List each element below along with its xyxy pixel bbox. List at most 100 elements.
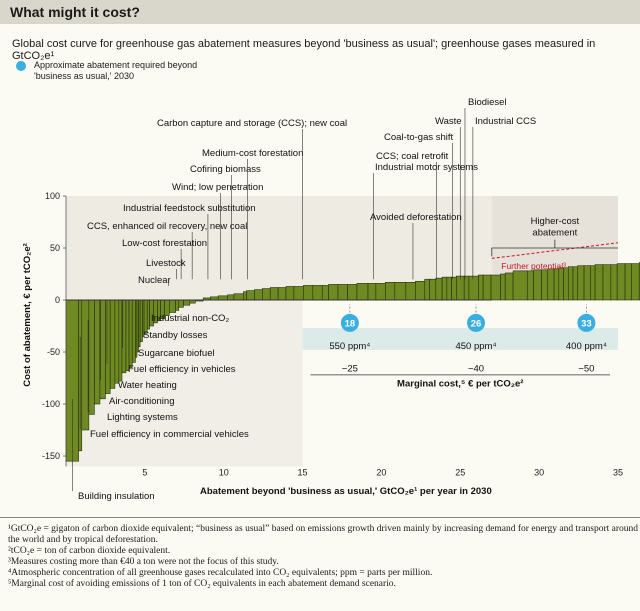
cost-bar bbox=[254, 289, 263, 301]
scenario-cost-value: −25 bbox=[342, 364, 358, 375]
cost-bar bbox=[415, 280, 426, 301]
cost-bar bbox=[616, 263, 626, 301]
cost-bar bbox=[337, 284, 348, 301]
footnote-3: ³Measures costing more than €40 a ton we… bbox=[8, 557, 279, 567]
cost-bar bbox=[94, 299, 101, 405]
cost-bar bbox=[577, 265, 585, 301]
cost-bar bbox=[131, 299, 136, 363]
cost-curve-chart: 100 50 0 -50 -100 -150 5 10 15 20 25 30 35 Abatement … bbox=[22, 97, 640, 502]
annotation-label: Medium-cost forestation bbox=[202, 148, 303, 159]
marginal-cost-label: Marginal cost,⁵ € per tCO₂e² bbox=[397, 378, 523, 389]
cost-bar bbox=[375, 283, 386, 301]
cost-bar bbox=[128, 299, 133, 368]
cost-bar bbox=[105, 299, 111, 394]
cost-bar bbox=[624, 263, 632, 301]
y-tick-label: -50 bbox=[47, 347, 60, 357]
y-tick-label: -150 bbox=[42, 451, 60, 461]
cost-bar bbox=[143, 299, 148, 334]
x-tick-label: 30 bbox=[534, 467, 544, 477]
marginal-cost-panel bbox=[302, 328, 618, 350]
annotation-label: CCS, enhanced oil recovery, new coal bbox=[87, 221, 247, 232]
annotation-label: Industrial non-CO₂ bbox=[151, 313, 229, 324]
cost-bar bbox=[451, 276, 457, 301]
cost-bar bbox=[610, 264, 618, 301]
cost-bar bbox=[405, 282, 416, 301]
cost-bar bbox=[435, 277, 443, 301]
y-tick-label: 100 bbox=[45, 191, 60, 201]
scenario-ppm-label: 550 ppm⁴ bbox=[329, 341, 370, 352]
annotation-label: Fuel efficiency in vehicles bbox=[128, 364, 236, 375]
cost-bar bbox=[88, 299, 95, 415]
scenario-cost-value: −40 bbox=[468, 364, 484, 375]
annotation-label: Lighting systems bbox=[107, 412, 178, 423]
footnote-5: ⁵Marginal cost of avoiding emissions of … bbox=[8, 579, 396, 589]
higher-cost-label-line: Higher-cost bbox=[531, 216, 580, 227]
footnotes: ¹GtCO₂e = gigaton of carbon dioxide equi… bbox=[0, 517, 640, 590]
scenario-marker-value: 33 bbox=[581, 318, 592, 329]
x-tick-label: 20 bbox=[376, 467, 386, 477]
cost-bar bbox=[312, 285, 323, 301]
cost-bar bbox=[490, 274, 501, 301]
y-tick-label: 50 bbox=[50, 243, 60, 253]
cost-bar bbox=[293, 286, 304, 301]
x-tick-label: 5 bbox=[142, 467, 147, 477]
y-tick-label: -100 bbox=[42, 399, 60, 409]
annotation-label: Coal-to-gas shift bbox=[384, 132, 454, 143]
cost-bar bbox=[541, 269, 549, 301]
cost-bar bbox=[114, 299, 120, 384]
higher-cost-bracket bbox=[491, 247, 618, 257]
cost-bar bbox=[394, 282, 407, 301]
annotation-label: Building insulation bbox=[78, 491, 155, 502]
higher-cost-label-line: abatement bbox=[532, 228, 577, 239]
cost-bar bbox=[468, 275, 479, 301]
cost-bar bbox=[533, 269, 542, 301]
scenario-marker-value: 26 bbox=[471, 318, 482, 329]
cost-bar bbox=[385, 282, 396, 301]
cost-bar bbox=[356, 283, 369, 301]
cost-bar bbox=[321, 285, 329, 301]
cost-bar bbox=[269, 287, 279, 301]
cost-bar bbox=[482, 274, 492, 301]
cost-bar bbox=[233, 293, 244, 301]
annotation-label: Fuel efficiency in commercial vehicles bbox=[90, 429, 249, 440]
x-tick-label: 15 bbox=[298, 467, 308, 477]
cost-bar bbox=[463, 275, 470, 301]
cost-bar bbox=[262, 288, 271, 301]
cost-bar bbox=[424, 278, 430, 301]
x-axis-label: Abatement beyond 'business as usual,' Gt… bbox=[200, 486, 492, 497]
annotation-label: Cofiring biomass bbox=[190, 164, 261, 175]
cost-bar bbox=[285, 286, 295, 301]
annotation-label: Livestock bbox=[146, 258, 186, 269]
annotation-label: Water heating bbox=[118, 380, 177, 391]
cost-bar bbox=[168, 299, 176, 313]
cost-bar bbox=[512, 270, 528, 301]
annotation-label: Nuclear bbox=[138, 275, 171, 286]
cost-bar bbox=[118, 299, 123, 382]
annotation-label: Standby losses bbox=[143, 330, 208, 341]
cost-bar bbox=[347, 284, 358, 301]
further-potential-label: Further potential³ bbox=[501, 261, 566, 271]
cost-bar bbox=[563, 267, 569, 301]
cost-bar bbox=[446, 276, 452, 301]
scenario-marker-icon bbox=[340, 313, 359, 332]
cost-bar bbox=[567, 266, 574, 301]
cost-bar bbox=[367, 283, 377, 301]
annotation-label: Sugarcane biofuel bbox=[138, 348, 215, 359]
title-bar: What might it cost? bbox=[0, 0, 640, 24]
cost-bar bbox=[504, 272, 514, 301]
legend-marker-icon bbox=[16, 61, 26, 71]
cost-bar bbox=[175, 299, 180, 311]
cost-bar bbox=[183, 299, 191, 306]
cost-bar bbox=[125, 299, 130, 372]
cost-bar bbox=[594, 264, 604, 301]
scenario-marker-icon bbox=[577, 313, 596, 332]
annotation-label: CCS; coal retrofit bbox=[376, 151, 449, 162]
cost-bar bbox=[456, 275, 465, 301]
cost-bar bbox=[146, 299, 150, 330]
annotation-label: Industrial feedstock substitution bbox=[123, 203, 256, 214]
cost-bar bbox=[441, 276, 448, 301]
cost-bar bbox=[558, 267, 564, 301]
scenario-ppm-label: 450 ppm⁴ bbox=[455, 341, 496, 352]
cost-bar bbox=[328, 284, 339, 301]
x-tick-label: 25 bbox=[455, 467, 465, 477]
